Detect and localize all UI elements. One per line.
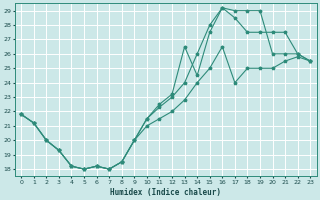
X-axis label: Humidex (Indice chaleur): Humidex (Indice chaleur) <box>110 188 221 197</box>
